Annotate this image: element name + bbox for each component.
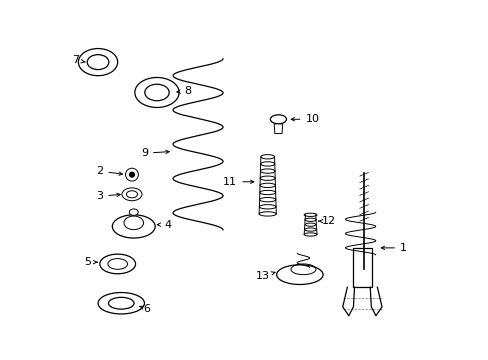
Text: 9: 9 bbox=[141, 148, 169, 158]
Text: 7: 7 bbox=[72, 55, 85, 65]
Ellipse shape bbox=[270, 115, 286, 124]
Text: 1: 1 bbox=[381, 243, 406, 253]
Text: 6: 6 bbox=[140, 303, 149, 314]
Text: 11: 11 bbox=[223, 177, 253, 187]
Polygon shape bbox=[274, 124, 282, 134]
Circle shape bbox=[125, 168, 138, 181]
Text: 4: 4 bbox=[157, 220, 171, 230]
Ellipse shape bbox=[112, 215, 155, 238]
Text: 10: 10 bbox=[291, 114, 319, 124]
Circle shape bbox=[129, 172, 134, 177]
Text: 2: 2 bbox=[96, 166, 122, 176]
Text: 5: 5 bbox=[84, 257, 97, 267]
Text: 13: 13 bbox=[255, 271, 274, 282]
Text: 3: 3 bbox=[96, 191, 120, 201]
Ellipse shape bbox=[129, 209, 138, 215]
Ellipse shape bbox=[100, 254, 135, 274]
Ellipse shape bbox=[276, 265, 323, 284]
Text: 12: 12 bbox=[318, 216, 335, 226]
Bar bbox=[352, 248, 371, 287]
Text: 8: 8 bbox=[177, 86, 190, 96]
